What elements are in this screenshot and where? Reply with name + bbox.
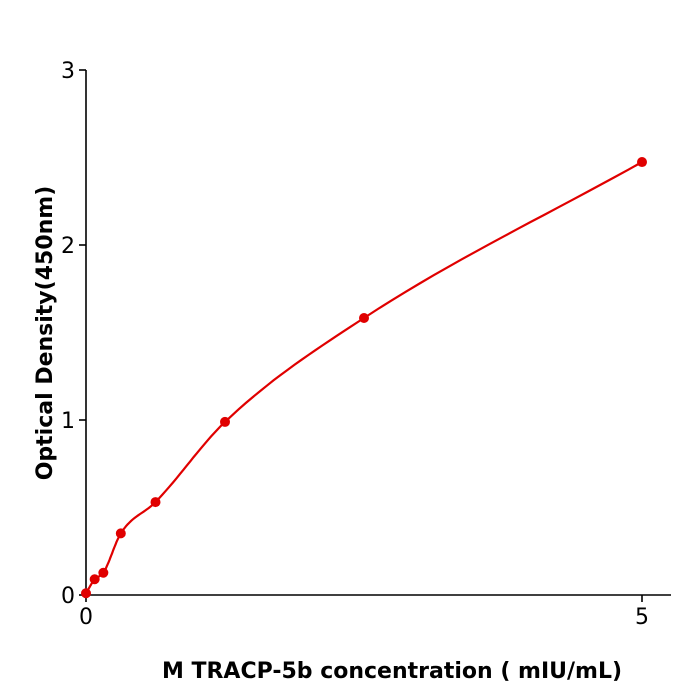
data-point	[359, 312, 369, 323]
x-tick-label: 0	[79, 605, 93, 630]
data-point	[220, 416, 230, 427]
y-tick-label: 1	[61, 409, 75, 434]
data-point	[115, 528, 126, 539]
y-axis-label: Optical Density(450nm)	[33, 186, 58, 481]
fit-curve	[85, 161, 643, 594]
y-tick-label: 0	[61, 584, 75, 609]
data-point	[637, 157, 647, 168]
data-point	[98, 567, 109, 578]
data-point	[150, 497, 161, 508]
x-tick-label: 5	[635, 605, 649, 630]
x-axis-label: M TRACP-5b concentration ( mIU/mL)	[162, 659, 622, 684]
data-point	[89, 574, 100, 585]
y-tick-label: 3	[61, 59, 75, 84]
data-point	[81, 588, 91, 599]
y-tick-label: 2	[61, 234, 75, 259]
